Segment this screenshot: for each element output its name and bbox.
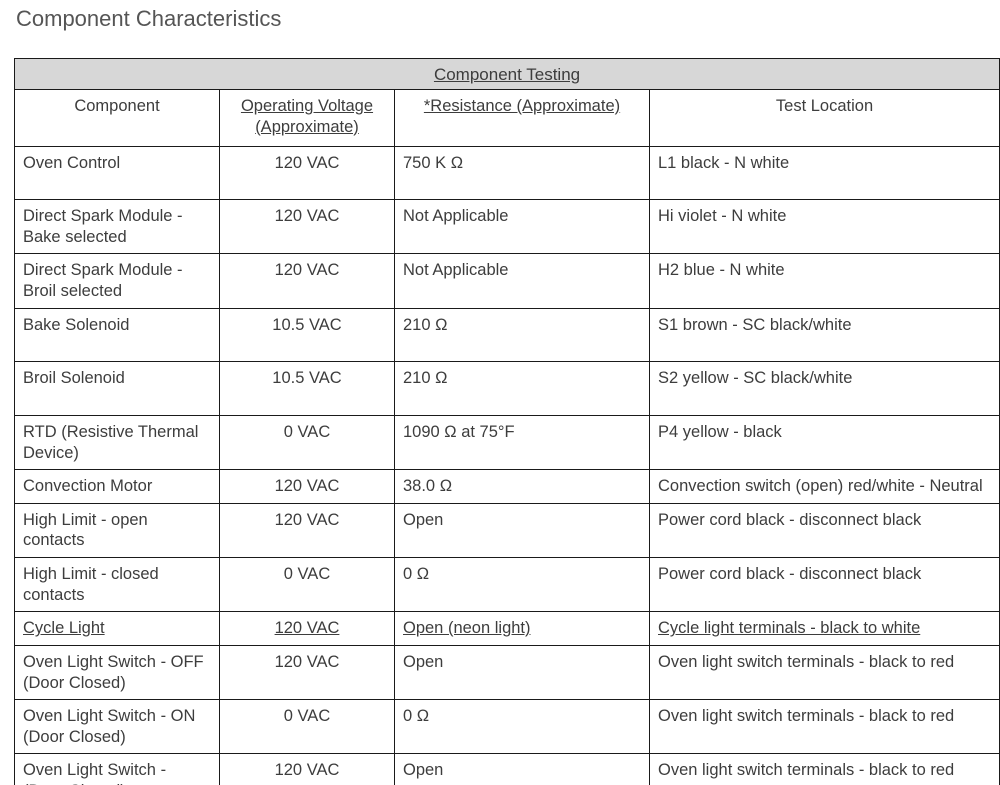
table-row: Cycle Light120 VACOpen (neon light)Cycle… (15, 612, 1000, 646)
cell-location: Power cord black - disconnect black (650, 558, 1000, 612)
cell-voltage: 10.5 VAC (220, 362, 395, 416)
table-row: Oven Light Switch - (Door Closed)120 VAC… (15, 754, 1000, 785)
cell-voltage: 120 VAC (220, 200, 395, 254)
table-row: High Limit - open contacts120 VACOpenPow… (15, 503, 1000, 557)
cell-voltage: 0 VAC (220, 558, 395, 612)
cell-resistance: 38.0 Ω (395, 470, 650, 504)
cell-component: Oven Light Switch - (Door Closed) (15, 754, 220, 785)
cell-voltage: 10.5 VAC (220, 308, 395, 362)
cell-component: Oven Light Switch - ON (Door Closed) (15, 700, 220, 754)
table-row: High Limit - closed contacts0 VAC0 ΩPowe… (15, 558, 1000, 612)
component-table: Component Testing Component Operating Vo… (14, 58, 1000, 785)
page: Component Characteristics Component Test… (0, 0, 1000, 785)
cell-resistance: 210 Ω (395, 362, 650, 416)
cell-resistance: 0 Ω (395, 558, 650, 612)
cell-voltage: 120 VAC (220, 754, 395, 785)
table-banner-row: Component Testing (15, 59, 1000, 90)
table-row: Broil Solenoid10.5 VAC210 ΩS2 yellow - S… (15, 362, 1000, 416)
table-row: Oven Light Switch - OFF (Door Closed)120… (15, 645, 1000, 699)
cell-component: Direct Spark Module - Broil selected (15, 254, 220, 308)
table-row: Direct Spark Module - Broil selected120 … (15, 254, 1000, 308)
cell-component: High Limit - open contacts (15, 503, 220, 557)
cell-resistance: 0 Ω (395, 700, 650, 754)
table-row: Bake Solenoid10.5 VAC210 ΩS1 brown - SC … (15, 308, 1000, 362)
table-row: Oven Light Switch - ON (Door Closed)0 VA… (15, 700, 1000, 754)
cell-resistance: Not Applicable (395, 254, 650, 308)
cell-resistance: Open (395, 503, 650, 557)
header-voltage: Operating Voltage (Approximate) (220, 90, 395, 146)
cell-component: Bake Solenoid (15, 308, 220, 362)
cell-component: Oven Light Switch - OFF (Door Closed) (15, 645, 220, 699)
cell-resistance: Open (neon light) (395, 612, 650, 646)
table-banner: Component Testing (15, 59, 1000, 90)
cell-component: Convection Motor (15, 470, 220, 504)
cell-location: S1 brown - SC black/white (650, 308, 1000, 362)
cell-location: Cycle light terminals - black to white (650, 612, 1000, 646)
cell-voltage: 0 VAC (220, 415, 395, 469)
cell-voltage: 120 VAC (220, 503, 395, 557)
cell-component: Oven Control (15, 146, 220, 200)
cell-location: S2 yellow - SC black/white (650, 362, 1000, 416)
table-row: Direct Spark Module - Bake selected120 V… (15, 200, 1000, 254)
cell-location: Oven light switch terminals - black to r… (650, 645, 1000, 699)
header-component: Component (15, 90, 220, 146)
cell-location: P4 yellow - black (650, 415, 1000, 469)
cell-location: Hi violet - N white (650, 200, 1000, 254)
cell-location: H2 blue - N white (650, 254, 1000, 308)
cell-voltage: 120 VAC (220, 470, 395, 504)
cell-location: Oven light switch terminals - black to r… (650, 754, 1000, 785)
cell-resistance: 1090 Ω at 75°F (395, 415, 650, 469)
cell-voltage: 0 VAC (220, 700, 395, 754)
cell-component: Broil Solenoid (15, 362, 220, 416)
cell-voltage: 120 VAC (220, 254, 395, 308)
cell-voltage: 120 VAC (220, 645, 395, 699)
table-row: Convection Motor120 VAC38.0 ΩConvection … (15, 470, 1000, 504)
cell-voltage: 120 VAC (220, 146, 395, 200)
cell-location: Convection switch (open) red/white - Neu… (650, 470, 1000, 504)
cell-location: Power cord black - disconnect black (650, 503, 1000, 557)
header-resistance: *Resistance (Approximate) (395, 90, 650, 146)
table-row: RTD (Resistive Thermal Device)0 VAC1090 … (15, 415, 1000, 469)
cell-component: Direct Spark Module - Bake selected (15, 200, 220, 254)
cell-component: High Limit - closed contacts (15, 558, 220, 612)
cell-resistance: 210 Ω (395, 308, 650, 362)
table-body: Component Testing Component Operating Vo… (15, 59, 1000, 785)
cell-resistance: Not Applicable (395, 200, 650, 254)
cell-resistance: Open (395, 645, 650, 699)
cell-resistance: Open (395, 754, 650, 785)
cell-component: RTD (Resistive Thermal Device) (15, 415, 220, 469)
cell-resistance: 750 K Ω (395, 146, 650, 200)
cell-location: L1 black - N white (650, 146, 1000, 200)
cell-voltage: 120 VAC (220, 612, 395, 646)
page-title: Component Characteristics (16, 6, 1000, 32)
cell-component: Cycle Light (15, 612, 220, 646)
cell-location: Oven light switch terminals - black to r… (650, 700, 1000, 754)
table-header-row: Component Operating Voltage (Approximate… (15, 90, 1000, 146)
header-location: Test Location (650, 90, 1000, 146)
table-row: Oven Control120 VAC750 K ΩL1 black - N w… (15, 146, 1000, 200)
